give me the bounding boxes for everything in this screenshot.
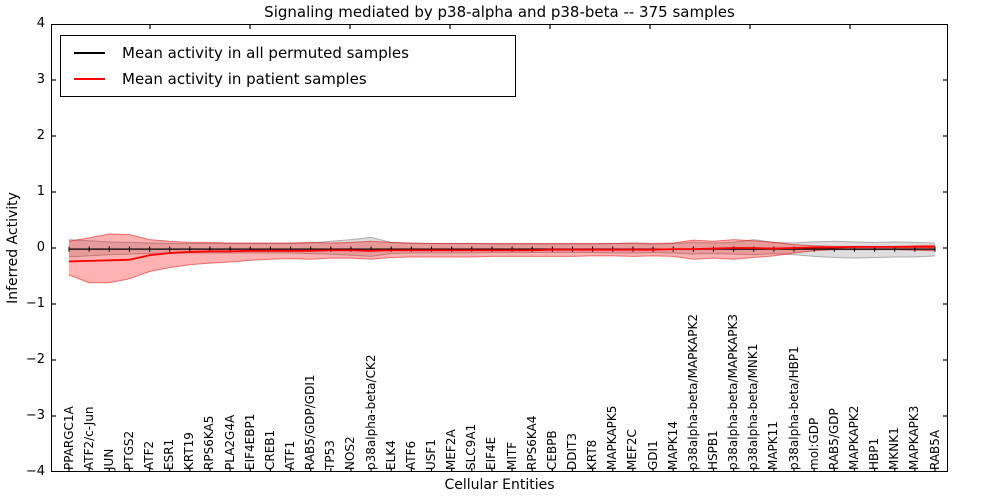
chart-canvas	[51, 24, 948, 472]
x-tick-label: NOS2	[343, 436, 358, 470]
y-tick-label: −2	[25, 352, 45, 367]
x-tick-label: EIF4EBP1	[242, 413, 257, 470]
x-tick-label: MAPKAPK2	[846, 405, 861, 470]
x-tick-label: RAB5A	[927, 429, 942, 470]
legend-item-patient: Mean activity in patient samples	[74, 70, 515, 88]
x-tick-label: KRT8	[585, 439, 600, 470]
x-tick-label: ATF6	[403, 440, 418, 470]
x-tick-label: RPS6KA4	[524, 415, 539, 470]
x-tick-label: RAB5/GDP	[826, 408, 841, 470]
x-tick-label: mol:GDP	[806, 417, 821, 470]
x-tick-label: p38alpha-beta/MAPKAPK2	[685, 314, 700, 470]
x-tick-label: CEBPB	[544, 430, 559, 470]
x-tick-label: p38alpha-beta/MAPKAPK3	[726, 314, 741, 470]
x-tick-label: ATF2/c-Jun	[81, 406, 96, 470]
legend-item-label: Mean activity in all permuted samples	[122, 44, 409, 62]
y-tick-label: 0	[36, 240, 45, 255]
x-tick-label: MAPKAPK5	[605, 405, 620, 470]
x-tick-label: HSPB1	[705, 430, 720, 470]
plot-title: Signaling mediated by p38-alpha and p38-…	[264, 3, 735, 21]
x-tick-label: TP53	[323, 440, 338, 470]
x-tick-label: GDI1	[645, 440, 660, 470]
x-tick-label: RAB5/GDP/GDI1	[303, 374, 318, 470]
x-tick-label: KRT19	[182, 432, 197, 470]
y-tick-label: 4	[36, 16, 45, 31]
x-tick-label: p38alpha-beta/MNK1	[746, 343, 761, 470]
x-tick-label: p38alpha-beta/CK2	[363, 354, 378, 470]
x-tick-label: MKNK1	[887, 427, 902, 470]
y-tick-label: −3	[25, 408, 45, 423]
x-tick-label: p38alpha-beta/HBP1	[786, 346, 801, 470]
x-tick-label: MAPK14	[665, 421, 680, 470]
legend-swatch-permuted-line	[74, 52, 105, 54]
x-tick-label: PLA2G4A	[222, 414, 237, 470]
x-tick-label: ESR1	[162, 438, 177, 470]
legend-swatch-patient-line	[74, 78, 105, 80]
x-tick-label: PTGS2	[121, 430, 136, 470]
legend-item-label: Mean activity in patient samples	[122, 70, 367, 88]
x-tick-label: ATF2	[142, 440, 157, 470]
legend-item-permuted: Mean activity in all permuted samples	[74, 44, 515, 62]
x-tick-label: USF1	[424, 439, 438, 470]
x-tick-label: CREB1	[262, 429, 277, 470]
y-tick-label: 2	[36, 128, 45, 143]
y-tick-label: 3	[36, 72, 45, 87]
x-tick-label: MEF2A	[444, 429, 459, 470]
x-tick-label: JUN	[101, 448, 116, 470]
x-tick-label: SLC9A1	[464, 423, 479, 470]
x-axis-label: Cellular Entities	[444, 477, 555, 493]
patient-samples-range-band	[69, 234, 935, 283]
x-tick-label: RPS6KA5	[202, 415, 217, 470]
y-tick-label: −4	[25, 464, 45, 479]
y-tick-label: −1	[25, 296, 45, 311]
x-tick-label: DDIT3	[564, 433, 579, 470]
x-tick-label: MAPKAPK3	[907, 405, 922, 470]
x-tick-label: HBP1	[867, 437, 882, 470]
x-tick-label: MAPK11	[766, 421, 781, 470]
x-tick-label: EIF4E	[484, 436, 499, 470]
x-tick-label: PPARGC1A	[61, 406, 76, 470]
y-tick-label: 1	[36, 184, 45, 199]
x-tick-label: MEF2C	[625, 429, 640, 470]
legend: Mean activity in all permuted samples Me…	[60, 35, 516, 97]
x-tick-label: MITF	[504, 441, 519, 470]
x-tick-label: ATF1	[283, 440, 298, 470]
x-tick-label: ELK4	[383, 440, 398, 470]
